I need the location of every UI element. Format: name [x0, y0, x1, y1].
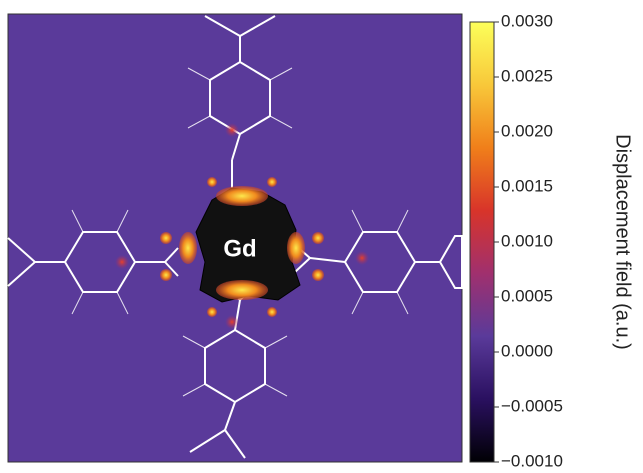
colorbar-tick-label: 0.0025 — [501, 66, 553, 85]
atom-label: Gd — [223, 235, 256, 262]
colorbar-tick-label: 0.0005 — [501, 286, 553, 305]
colorbar-tick-label: −0.0005 — [501, 396, 563, 415]
field: Gd — [8, 14, 462, 462]
colorbar-label: Displacement field (a.u.) — [612, 134, 634, 350]
colorbar-tick-label: −0.0010 — [501, 451, 563, 470]
chart: Gd Displacement field (a.u.) 0.0030 0.002… — [0, 0, 643, 473]
colorbar-tick-label: 0.0000 — [501, 341, 553, 360]
colorbar-tick-label: 0.0020 — [501, 121, 553, 140]
colorbar — [470, 22, 494, 462]
colorbar-tick-label: 0.0030 — [501, 11, 553, 30]
colorbar-tick-label: 0.0010 — [501, 231, 553, 250]
colorbar-tick-label: 0.0015 — [501, 176, 553, 195]
